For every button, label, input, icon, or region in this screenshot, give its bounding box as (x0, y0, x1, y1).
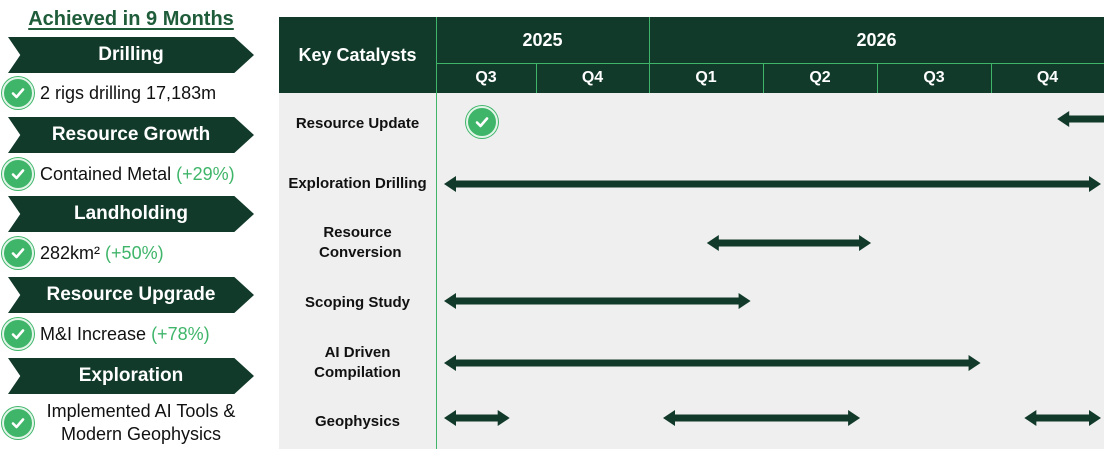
timeline-header (279, 17, 1104, 93)
banner-landholding: Landholding (8, 196, 254, 232)
achievement-text: 2 rigs drilling 17,183m (40, 82, 217, 103)
timeline-arrows (444, 111, 1104, 426)
achievement-resource-growth: Contained Metal (+29%) (2, 157, 235, 191)
catalyst-arrow (444, 355, 981, 371)
achievement-text: Contained Metal (+29%) (40, 163, 235, 184)
key-catalysts-header: Key Catalysts (298, 44, 417, 65)
achievement-resource-upgrade: M&I Increase (+78%) (2, 317, 210, 351)
row-label-exploration-drilling: Exploration Drilling (288, 175, 427, 192)
banner-drilling: Drilling (8, 37, 254, 73)
quarter-2026-q3: Q3 (923, 69, 945, 86)
check-icon (2, 158, 34, 190)
year-2025: 2025 (522, 29, 563, 50)
achievement-highlight: (+29%) (176, 163, 235, 184)
quarter-2025-q3: Q3 (475, 69, 497, 86)
catalyst-arrow (1024, 410, 1101, 426)
catalyst-arrow (663, 410, 861, 426)
check-icon (2, 77, 34, 109)
catalyst-timeline: Key Catalysts 2025 2026 Q3 Q4 Q1 Q2 Q3 Q… (279, 17, 1104, 449)
quarter-divider (877, 63, 878, 93)
achievement-drilling: 2 rigs drilling 17,183m (2, 76, 216, 110)
year-2026: 2026 (856, 29, 897, 50)
quarter-divider (536, 63, 537, 93)
achievement-landholding: 282km² (+50%) (2, 236, 164, 270)
header-divider (436, 63, 1104, 64)
achievement-highlight: (+50%) (105, 242, 164, 263)
check-icon (2, 318, 34, 350)
quarter-2026-q1: Q1 (695, 69, 717, 86)
banner-exploration: Exploration (8, 358, 254, 394)
check-icon (2, 237, 34, 269)
label-column-divider (436, 17, 437, 449)
achievements-title: Achieved in 9 Months (28, 8, 234, 30)
achievements-panel: Achieved in 9 Months Drilling 2 rigs dri… (0, 0, 270, 456)
row-label-resource-update: Resource Update (295, 115, 420, 132)
catalyst-arrow (444, 293, 751, 309)
quarter-2026-q4: Q4 (1036, 69, 1059, 86)
catalyst-arrow (706, 235, 872, 251)
achievement-text: M&I Increase (+78%) (40, 323, 210, 344)
banner-resource-upgrade: Resource Upgrade (8, 277, 254, 313)
achievement-highlight: (+78%) (151, 323, 210, 344)
achievement-text: Implemented AI Tools & Modern Geophysics (46, 401, 236, 444)
catalyst-arrow (1057, 111, 1104, 127)
quarter-2025-q4: Q4 (581, 69, 604, 86)
row-label-scoping-study: Scoping Study (305, 294, 410, 311)
year-divider (649, 17, 650, 93)
check-icon (2, 407, 34, 439)
achievement-text: 282km² (+50%) (40, 242, 164, 263)
row-label-geophysics: Geophysics (314, 413, 401, 430)
check-icon (466, 106, 498, 138)
row-label-ai-driven-compilation: AI Driven Compilation (314, 344, 401, 381)
catalyst-arrow (444, 410, 510, 426)
quarter-divider (763, 63, 764, 93)
banner-resource-growth: Resource Growth (8, 117, 254, 153)
quarter-divider (991, 63, 992, 93)
quarter-2026-q2: Q2 (809, 69, 831, 86)
catalyst-arrow (444, 176, 1101, 192)
row-label-resource-conversion: Resource Conversion (319, 224, 402, 261)
achievement-exploration: Implemented AI Tools & Modern Geophysics (2, 398, 246, 448)
